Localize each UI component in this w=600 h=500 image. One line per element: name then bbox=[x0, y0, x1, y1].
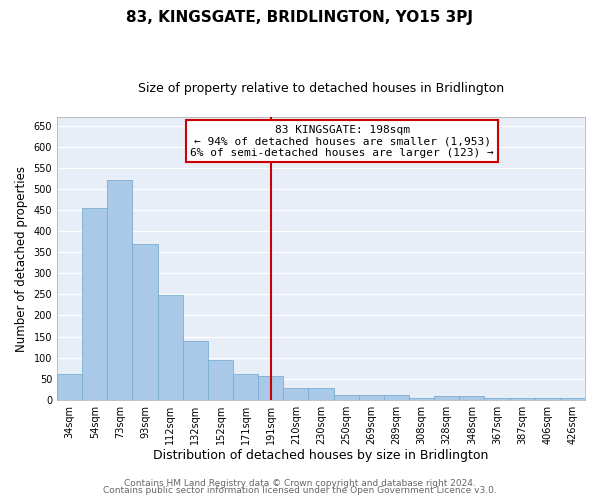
Bar bbox=[334, 396, 359, 400]
Text: Contains public sector information licensed under the Open Government Licence v3: Contains public sector information licen… bbox=[103, 486, 497, 495]
X-axis label: Distribution of detached houses by size in Bridlington: Distribution of detached houses by size … bbox=[154, 450, 489, 462]
Bar bbox=[133, 244, 158, 400]
Bar bbox=[158, 295, 183, 400]
Bar bbox=[359, 396, 384, 400]
Text: Contains HM Land Registry data © Crown copyright and database right 2024.: Contains HM Land Registry data © Crown c… bbox=[124, 478, 476, 488]
Bar bbox=[560, 398, 585, 400]
Bar bbox=[509, 398, 535, 400]
Bar bbox=[233, 374, 258, 400]
Text: 83, KINGSGATE, BRIDLINGTON, YO15 3PJ: 83, KINGSGATE, BRIDLINGTON, YO15 3PJ bbox=[127, 10, 473, 25]
Title: Size of property relative to detached houses in Bridlington: Size of property relative to detached ho… bbox=[138, 82, 504, 96]
Y-axis label: Number of detached properties: Number of detached properties bbox=[15, 166, 28, 352]
Bar bbox=[384, 394, 409, 400]
Bar bbox=[208, 360, 233, 400]
Bar bbox=[459, 396, 484, 400]
Bar bbox=[409, 398, 434, 400]
Text: 83 KINGSGATE: 198sqm
← 94% of detached houses are smaller (1,953)
6% of semi-det: 83 KINGSGATE: 198sqm ← 94% of detached h… bbox=[190, 124, 494, 158]
Bar bbox=[258, 376, 283, 400]
Bar bbox=[82, 208, 107, 400]
Bar bbox=[484, 398, 509, 400]
Bar bbox=[107, 180, 133, 400]
Bar bbox=[57, 374, 82, 400]
Bar bbox=[308, 388, 334, 400]
Bar bbox=[183, 340, 208, 400]
Bar bbox=[283, 388, 308, 400]
Bar bbox=[535, 398, 560, 400]
Bar bbox=[434, 396, 459, 400]
